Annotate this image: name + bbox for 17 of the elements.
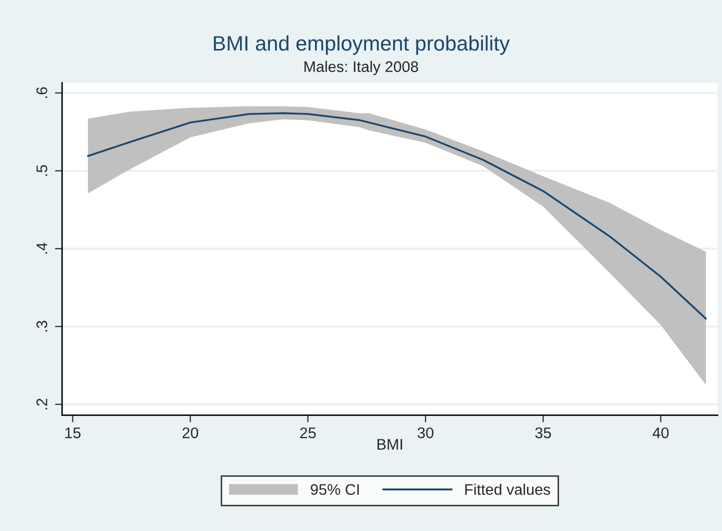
text: 95% CI <box>310 484 359 495</box>
legend-label: Fitted values <box>465 484 550 495</box>
chart-title: BMI and employment probability <box>214 35 510 55</box>
x-tick-label: 20 <box>182 427 198 438</box>
x-axis-title: BMI <box>378 439 402 450</box>
y-tick-label: .4 <box>36 242 48 254</box>
y-tick-label: .2 <box>36 398 48 410</box>
y-tick-label: .3 <box>36 320 48 332</box>
x-tick-label: 35 <box>535 427 551 438</box>
y-tick-label: .6 <box>36 87 48 98</box>
x-tick-label: 30 <box>418 427 434 438</box>
chart-subtitle: Males: Italy 2008 <box>304 60 418 76</box>
x-tick-label: 15 <box>65 428 81 438</box>
x-tick-label: 25 <box>300 427 316 438</box>
x-tick-label: 40 <box>652 427 669 438</box>
y-tick-label: .5 <box>36 165 48 176</box>
line-series <box>87 112 707 320</box>
